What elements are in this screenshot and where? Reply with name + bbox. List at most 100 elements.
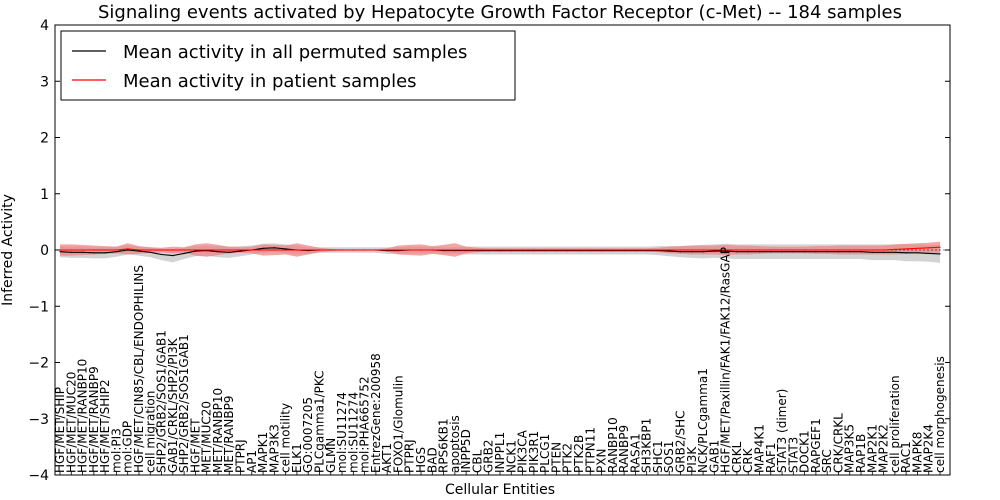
x-tick-label: HGF/MET/Paxillin/FAK1/FAK12/RasGAP bbox=[719, 247, 733, 473]
x-tick-label: RASA1 bbox=[628, 433, 642, 473]
patient-point bbox=[916, 247, 919, 249]
permuted-point bbox=[894, 251, 896, 253]
patient-point bbox=[217, 249, 219, 251]
patient-point bbox=[172, 249, 174, 251]
patient-point bbox=[307, 249, 309, 251]
permuted-point bbox=[905, 252, 907, 254]
patient-point bbox=[578, 249, 580, 251]
patient-point bbox=[138, 249, 140, 251]
patient-point bbox=[115, 249, 117, 251]
patient-point bbox=[702, 249, 704, 251]
patient-point bbox=[285, 249, 287, 251]
y-tick-label: 3 bbox=[40, 74, 49, 90]
permuted-point bbox=[849, 251, 851, 253]
x-tick-label: SRC bbox=[820, 449, 834, 473]
patient-point bbox=[837, 249, 840, 251]
x-tick-label: EntrezGene:200958 bbox=[369, 353, 383, 473]
chart-title: Signaling events activated by Hepatocyte… bbox=[98, 2, 902, 23]
permuted-point bbox=[928, 252, 930, 254]
patient-point bbox=[623, 249, 625, 251]
patient-point bbox=[420, 249, 422, 251]
x-tick-label: NCK1 bbox=[504, 440, 518, 473]
patient-point bbox=[409, 249, 411, 251]
permuted-point bbox=[883, 251, 885, 253]
permuted-point bbox=[668, 250, 670, 252]
permuted-point bbox=[149, 251, 151, 253]
permuted-point bbox=[691, 251, 693, 253]
patient-point bbox=[849, 249, 851, 251]
permuted-point bbox=[837, 251, 840, 253]
patient-point bbox=[488, 249, 490, 251]
x-tick-label: RAC1 bbox=[899, 441, 913, 473]
x-tick-label: DOCK1 bbox=[798, 430, 812, 473]
permuted-point bbox=[713, 250, 716, 252]
patient-point bbox=[149, 249, 151, 251]
x-tick-label: AKT1 bbox=[380, 443, 394, 473]
patient-point bbox=[646, 249, 648, 251]
patient-point bbox=[939, 246, 941, 248]
permuted-point bbox=[59, 251, 61, 253]
y-axis-label: Inferred Activity bbox=[0, 194, 16, 306]
patient-point bbox=[758, 249, 761, 251]
patient-point bbox=[341, 249, 343, 251]
permuted-point bbox=[804, 251, 806, 253]
permuted-point bbox=[826, 251, 828, 253]
x-tick-label: PTK2 bbox=[561, 443, 575, 473]
patient-point bbox=[82, 249, 84, 251]
permuted-point bbox=[239, 250, 242, 252]
x-tick-label: GAB1/CRKL/SHP2/PI3K bbox=[166, 337, 180, 473]
x-tick-label: NCK/PLCgamma1 bbox=[696, 368, 710, 473]
patient-point bbox=[792, 249, 794, 251]
x-tick-label: SOS1 bbox=[662, 441, 676, 473]
x-tick-label: MET/MUC20 bbox=[200, 401, 214, 473]
x-tick-label: cell morphogenesis bbox=[933, 356, 947, 473]
patient-point bbox=[747, 249, 749, 251]
patient-point bbox=[781, 249, 783, 251]
permuted-point bbox=[860, 251, 862, 253]
y-tick-label: −1 bbox=[28, 299, 49, 315]
x-tick-label: mol:PHA665752 bbox=[358, 376, 372, 473]
x-tick-label: CBL bbox=[470, 449, 484, 473]
x-axis-label: Cellular Entities bbox=[445, 482, 555, 498]
x-tick-label: HGF/MET/CIN85/CBL/ENDOPHILINS bbox=[132, 265, 146, 473]
x-tick-label: mol:GDP bbox=[121, 421, 135, 473]
permuted-point bbox=[792, 251, 794, 253]
x-tick-label: MET/RANBP10 bbox=[211, 388, 225, 473]
y-tick-label: 1 bbox=[40, 187, 49, 203]
patient-point bbox=[544, 249, 546, 251]
x-tick-label: SHP2/GRB2/SOS1/GAB1 bbox=[155, 330, 169, 473]
patient-point bbox=[668, 249, 670, 251]
x-tick-label: ELK1 bbox=[290, 443, 304, 473]
x-tick-label: CRK/CRKL bbox=[832, 413, 846, 473]
patient-point bbox=[905, 248, 907, 250]
x-tick-label: GO:0007205 bbox=[301, 397, 315, 473]
patient-point bbox=[476, 249, 478, 251]
x-tick-label: HGF/MET/RANBP10 bbox=[76, 359, 90, 473]
y-tick-label: 2 bbox=[40, 131, 49, 147]
patient-point bbox=[352, 249, 354, 251]
x-tick-label: SHP2/GRB2/SOS1GAB1 bbox=[177, 334, 191, 473]
x-tick-label: RANBP9 bbox=[617, 425, 631, 473]
legend-label-patient: Mean activity in patient samples bbox=[123, 71, 417, 92]
patient-point bbox=[928, 247, 930, 249]
y-tick-label: 4 bbox=[40, 18, 49, 34]
x-tick-label: MAP3K3 bbox=[267, 424, 281, 473]
patient-point bbox=[194, 249, 196, 251]
patient-point bbox=[804, 249, 806, 251]
patient-point bbox=[183, 249, 185, 251]
patient-point bbox=[93, 249, 95, 251]
legend-label-permuted: Mean activity in all permuted samples bbox=[123, 42, 467, 63]
x-tick-label: STAT3 (dimer) bbox=[775, 389, 789, 473]
patient-point bbox=[160, 249, 163, 251]
x-tick-label: MET/RANBP9 bbox=[222, 396, 236, 473]
x-tick-label: HGS bbox=[414, 447, 428, 473]
x-tick-label: INPP5D bbox=[459, 429, 473, 473]
x-tick-label: PI3K bbox=[685, 446, 699, 473]
patient-point bbox=[589, 249, 591, 251]
patient-point bbox=[736, 249, 738, 251]
x-tick-label: apoptosis bbox=[448, 415, 462, 473]
patient-point bbox=[296, 249, 298, 251]
permuted-point bbox=[939, 253, 941, 255]
x-tick-label: MAP2K1 bbox=[865, 424, 879, 473]
